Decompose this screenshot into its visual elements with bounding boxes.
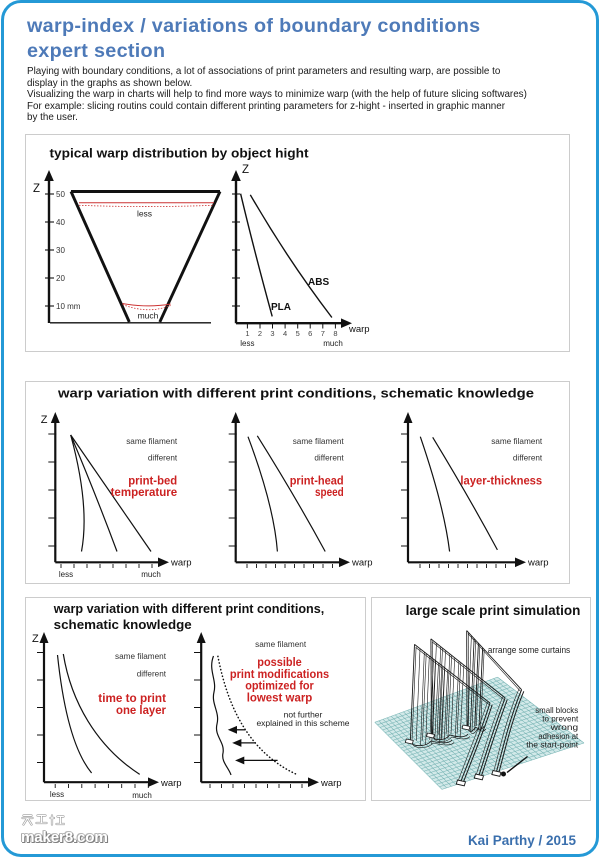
svg-text:print-bed: print-bed bbox=[128, 475, 177, 487]
svg-text:schematic knowledge: schematic knowledge bbox=[54, 617, 192, 632]
svg-text:warp: warp bbox=[320, 778, 342, 789]
svg-text:possible: possible bbox=[257, 657, 301, 669]
svg-text:print modifications: print modifications bbox=[230, 669, 329, 681]
svg-text:warp: warp bbox=[348, 324, 370, 335]
svg-text:10 mm: 10 mm bbox=[56, 302, 81, 311]
svg-text:adhesion at: adhesion at bbox=[538, 731, 578, 741]
svg-text:to prevent: to prevent bbox=[542, 714, 578, 724]
svg-text:time to print: time to print bbox=[98, 691, 166, 705]
svg-text:temperature: temperature bbox=[111, 487, 178, 499]
svg-text:different: different bbox=[148, 452, 178, 462]
svg-text:one layer: one layer bbox=[116, 703, 166, 717]
svg-text:speed: speed bbox=[315, 487, 344, 499]
svg-text:same filament: same filament bbox=[293, 436, 345, 446]
svg-text:different: different bbox=[513, 452, 543, 462]
svg-text:warp: warp bbox=[527, 558, 549, 569]
svg-text:Z: Z bbox=[33, 183, 40, 195]
svg-text:ABS: ABS bbox=[308, 277, 329, 288]
svg-text:5: 5 bbox=[296, 329, 300, 338]
svg-text:the start-point: the start-point bbox=[526, 739, 579, 749]
svg-text:Z: Z bbox=[242, 164, 249, 176]
svg-text:less: less bbox=[137, 209, 152, 219]
svg-text:20: 20 bbox=[56, 274, 65, 283]
svg-text:optimized for: optimized for bbox=[245, 681, 314, 693]
svg-text:large scale print simulation: large scale print simulation bbox=[406, 603, 581, 618]
svg-text:different: different bbox=[137, 669, 167, 679]
svg-text:50: 50 bbox=[56, 190, 65, 199]
svg-text:4: 4 bbox=[283, 329, 287, 338]
svg-text:typical warp distribution by o: typical warp distribution by object high… bbox=[50, 146, 310, 161]
svg-text:much: much bbox=[132, 791, 152, 800]
svg-text:warp variation with different: warp variation with different print cond… bbox=[57, 386, 534, 401]
svg-text:7: 7 bbox=[321, 329, 325, 338]
svg-text:1: 1 bbox=[245, 329, 249, 338]
svg-text:8: 8 bbox=[333, 329, 337, 338]
svg-text:layer-thickness: layer-thickness bbox=[460, 475, 542, 487]
svg-text:Z: Z bbox=[41, 414, 48, 426]
svg-text:same filament: same filament bbox=[491, 436, 543, 446]
svg-text:print-head: print-head bbox=[290, 475, 344, 487]
svg-text:warp variation with different: warp variation with different print cond… bbox=[53, 601, 325, 616]
svg-text:less: less bbox=[50, 790, 64, 799]
svg-text:40: 40 bbox=[56, 218, 65, 227]
svg-text:explained in this scheme: explained in this scheme bbox=[256, 718, 349, 728]
svg-text:small blocks: small blocks bbox=[535, 705, 578, 715]
svg-text:3: 3 bbox=[270, 329, 274, 338]
svg-text:6: 6 bbox=[308, 329, 312, 338]
svg-text:much: much bbox=[138, 311, 159, 321]
svg-text:much: much bbox=[141, 570, 161, 579]
svg-text:different: different bbox=[314, 452, 344, 462]
svg-text:same filament: same filament bbox=[126, 436, 178, 446]
svg-text:less: less bbox=[240, 339, 254, 348]
svg-text:PLA: PLA bbox=[271, 302, 291, 313]
svg-text:30: 30 bbox=[56, 246, 65, 255]
svg-text:wrong: wrong bbox=[549, 722, 578, 732]
svg-text:arrange some curtains: arrange some curtains bbox=[488, 645, 571, 655]
svg-text:not further: not further bbox=[284, 710, 323, 720]
svg-text:same filament: same filament bbox=[115, 651, 167, 661]
svg-text:Z: Z bbox=[32, 633, 39, 645]
svg-text:warp: warp bbox=[351, 558, 373, 569]
svg-text:warp: warp bbox=[160, 778, 182, 789]
svg-text:2: 2 bbox=[258, 329, 262, 338]
svg-text:much: much bbox=[323, 339, 343, 348]
svg-text:lowest warp: lowest warp bbox=[247, 692, 313, 704]
svg-text:warp: warp bbox=[170, 558, 192, 569]
svg-text:same filament: same filament bbox=[255, 639, 307, 649]
svg-text:less: less bbox=[59, 570, 73, 579]
